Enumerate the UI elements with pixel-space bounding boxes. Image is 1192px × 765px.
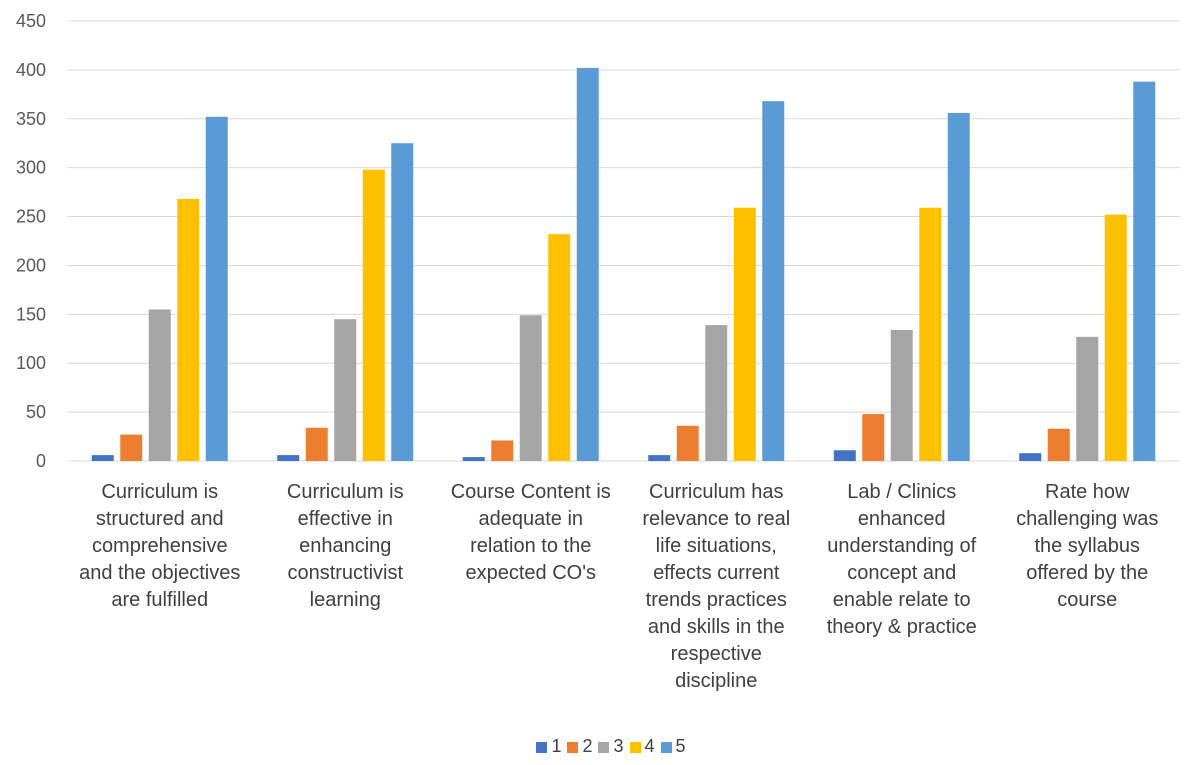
bar-series-5-category-6 — [1133, 81, 1156, 461]
legend-label: 4 — [644, 736, 655, 756]
bar-series-4-category-5 — [919, 207, 942, 461]
x-category-label-line: and skills in the — [647, 616, 785, 638]
x-category-label-line: enable relate to — [832, 589, 971, 611]
bar-series-2-category-2 — [305, 427, 328, 461]
legend-swatch — [536, 742, 548, 753]
bar-series-3-category-1 — [148, 309, 171, 461]
x-category-label-line: Course Content is — [450, 481, 611, 503]
y-tick-label: 50 — [26, 402, 46, 422]
x-category-label-line: Lab / Clinics — [847, 481, 957, 503]
x-category-label-line: enhanced — [857, 508, 946, 530]
x-category-label: Curriculum is structured and comprehensive… — [70, 479, 250, 614]
y-axis: 0 50 100 150 200 250 300 350 400 450 — [16, 11, 46, 471]
x-category-label: Lab / Clinics enhanced understanding of con… — [812, 479, 992, 641]
bar-series-1-category-6 — [1019, 453, 1042, 461]
x-category-label-line: Curriculum is — [101, 481, 219, 503]
x-category-label-line: relevance to real — [642, 508, 791, 530]
x-category-label-line: comprehensive — [91, 535, 228, 557]
bar-series-2-category-5 — [862, 414, 885, 461]
bar-series-5-category-4 — [762, 101, 785, 461]
legend-item: 2 — [567, 736, 592, 757]
bar-series-1-category-2 — [277, 455, 300, 461]
legend-label: 2 — [582, 736, 593, 756]
bar-series-3-category-2 — [334, 319, 357, 461]
legend-item: 1 — [536, 736, 561, 757]
bar-series-4-category-6 — [1104, 214, 1127, 461]
legend-item: 4 — [629, 736, 655, 757]
bar-series-5-category-2 — [391, 143, 414, 461]
gridlines — [67, 20, 1180, 462]
x-category-label-line: Curriculum is — [286, 481, 404, 503]
x-category-label: Rate how challenging was the syllabus offer… — [997, 479, 1177, 614]
x-category-label-line: discipline — [675, 670, 758, 692]
x-category-label-line: are fulfilled — [111, 589, 209, 611]
bar-series-1-category-3 — [462, 457, 485, 461]
x-category-label-line: challenging was — [1016, 508, 1159, 530]
bar-series-2-category-4 — [676, 425, 699, 461]
bar-series-5-category-1 — [205, 116, 228, 462]
legend-swatch — [567, 742, 579, 753]
x-category-label-line: expected CO's — [465, 562, 597, 584]
x-category-label-line: constructivist — [287, 562, 404, 584]
x-category-label: Course Content is adequate in relation to … — [441, 479, 621, 587]
y-tick-label: 350 — [16, 109, 46, 129]
bar-series-4-category-1 — [177, 198, 200, 461]
x-category-label-line: concept and — [847, 562, 957, 584]
x-category-label-line: respective — [670, 643, 762, 665]
x-category-label-line: effective in — [297, 508, 393, 530]
bar-series-3-category-5 — [890, 329, 913, 461]
x-category-label-line: the syllabus — [1034, 535, 1141, 557]
x-category-label-line: relation to the — [470, 535, 592, 557]
x-category-label-line: effects current — [653, 562, 780, 584]
bar-series-3-category-4 — [705, 325, 728, 461]
y-tick-label: 100 — [16, 353, 46, 373]
y-tick-label: 450 — [16, 11, 46, 31]
bar-series-4-category-3 — [548, 234, 571, 461]
legend-swatch — [660, 742, 672, 753]
bar-series-2-category-6 — [1047, 428, 1070, 461]
bar-series-1-category-1 — [91, 455, 114, 461]
x-category-label-line: learning — [309, 589, 381, 611]
x-category-label-line: life situations, — [655, 535, 777, 557]
bar-series-5-category-3 — [576, 67, 599, 461]
bar-series-4-category-4 — [733, 207, 756, 461]
x-category-label-line: understanding of — [827, 535, 977, 557]
x-category-label-line: enhancing — [299, 535, 392, 557]
x-category-label-line: theory & practice — [826, 616, 977, 638]
legend-label: 5 — [675, 736, 686, 756]
x-category-label-line: offered by the — [1026, 562, 1149, 584]
y-tick-label: 200 — [16, 255, 46, 275]
legend-label: 3 — [613, 736, 624, 756]
bar-series-1-category-4 — [648, 455, 671, 461]
x-category-label: Curriculum has relevance to real life situ… — [626, 479, 806, 695]
x-category-label-line: Rate how — [1045, 481, 1130, 503]
bar-series-2-category-3 — [491, 440, 514, 461]
legend-swatch — [598, 742, 610, 753]
y-tick-label: 0 — [36, 451, 46, 471]
bar-series-1-category-5 — [833, 450, 856, 461]
legend-swatch — [629, 742, 641, 753]
y-tick-label: 250 — [16, 207, 46, 227]
x-category-label-line: trends practices — [645, 589, 787, 611]
legend-label: 1 — [551, 736, 562, 756]
x-category-label-line: Curriculum has — [649, 481, 784, 503]
y-tick-label: 150 — [16, 304, 46, 324]
bar-series-4-category-2 — [362, 169, 385, 461]
x-category-label-line: structured and — [95, 508, 224, 530]
x-category-label-line: adequate in — [478, 508, 584, 530]
x-category-label-line: course — [1057, 589, 1118, 611]
bar-series-5-category-5 — [947, 112, 970, 462]
legend-item: 3 — [598, 736, 624, 757]
y-tick-label: 300 — [16, 158, 46, 178]
bar-series-2-category-1 — [120, 434, 143, 461]
x-category-label-line: and the objectives — [79, 562, 241, 584]
bar-series-3-category-3 — [519, 315, 542, 461]
bar-series-3-category-6 — [1076, 336, 1099, 461]
bars — [91, 67, 1156, 462]
y-tick-label: 400 — [16, 60, 46, 80]
legend-item: 5 — [660, 736, 686, 757]
x-category-label: Curriculum is effective in enhancing constr… — [255, 479, 435, 614]
